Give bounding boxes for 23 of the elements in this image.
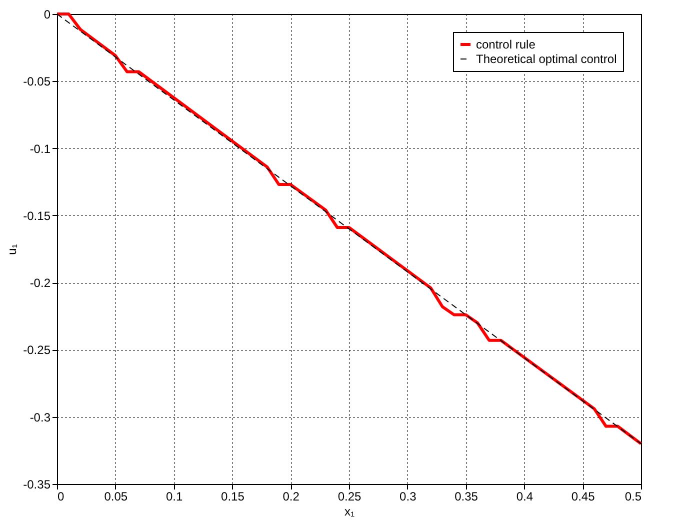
x-axis-title: x₁ xyxy=(344,504,355,518)
x-tick-label: 0.45 xyxy=(571,490,596,504)
x-tick-label: 0 xyxy=(58,490,64,504)
legend-label: Theoretical optimal control xyxy=(476,52,617,66)
x-tick-label: 0.4 xyxy=(516,490,534,504)
x-tick-label: 0.1 xyxy=(166,490,183,504)
y-tick-label: 0 xyxy=(44,8,51,22)
y-tick-label: -0.15 xyxy=(23,208,51,223)
x-tick-label: 0.3 xyxy=(400,490,417,504)
y-tick-label: -0.35 xyxy=(23,478,51,492)
y-tick-label: -0.3 xyxy=(30,410,51,424)
x-tick-label: 0.35 xyxy=(454,490,478,504)
x-tick-label: 0.15 xyxy=(221,490,245,504)
x-tick-label: 0.25 xyxy=(338,490,362,504)
y-tick-label: -0.1 xyxy=(30,142,51,156)
x-tick-label: 0.2 xyxy=(282,490,300,504)
y-axis-title: u₁ xyxy=(5,244,20,255)
legend-label: control rule xyxy=(476,38,536,52)
y-tick-label: -0.2 xyxy=(30,276,51,290)
x-tick-label: 0.5 xyxy=(624,490,642,504)
y-tick-label: -0.25 xyxy=(23,343,51,358)
y-tick-label: -0.05 xyxy=(23,74,51,89)
x-tick-label: 0.05 xyxy=(104,490,128,504)
